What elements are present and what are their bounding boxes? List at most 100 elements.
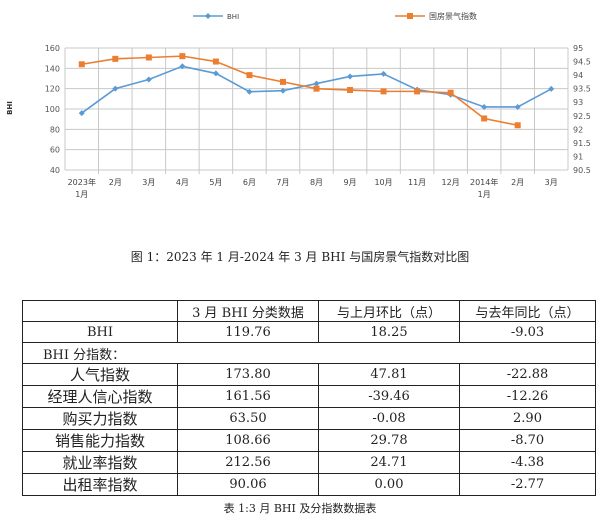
table-cell: -12.26 [459, 385, 596, 408]
header-cell: 与去年同比（点） [459, 300, 596, 322]
x-tick-label: 10月 [374, 178, 392, 187]
y2-tick-label: 95 [573, 44, 583, 53]
table-cell: 108.66 [177, 429, 319, 452]
data-point [548, 85, 555, 92]
table-section-row: BHI 分指数： [22, 342, 596, 364]
x-tick-label: 1月 [75, 190, 88, 199]
table-row: 销售能力指数 108.66 29.78 -8.70 [22, 429, 596, 452]
table-row: BHI 119.76 18.25 -9.03 [22, 321, 596, 343]
data-point [313, 80, 320, 87]
section-label: BHI 分指数： [22, 342, 596, 364]
table-cell: 人气指数 [22, 363, 178, 386]
figure-caption: 图 1：2023 年 1 月-2024 年 3 月 BHI 与国房景气指数对比图 [130, 250, 470, 264]
table-cell: 0.00 [318, 473, 460, 496]
y-tick-label: 80 [50, 125, 60, 134]
table-cell: -2.77 [459, 473, 596, 496]
x-tick-label: 1月 [478, 190, 491, 199]
table-row: 出租率指数 90.06 0.00 -2.77 [22, 473, 596, 496]
y-tick-label: 60 [50, 146, 60, 155]
table-header-row: 3 月 BHI 分类数据 与上月环比（点） 与去年同比（点） [22, 300, 596, 322]
legend-marker [407, 13, 413, 19]
table-cell: 29.78 [318, 429, 460, 452]
x-tick-label: 11月 [408, 178, 426, 187]
data-point [78, 110, 85, 117]
data-point [112, 85, 119, 92]
table-cell: 购买力指数 [22, 407, 178, 430]
table-row: 购买力指数 63.50 -0.08 2.90 [22, 407, 596, 430]
data-point [78, 61, 85, 68]
table-cell: 212.56 [177, 451, 319, 474]
x-tick-label: 3月 [545, 178, 558, 187]
y2-tick-label: 94 [573, 71, 583, 80]
table-caption: 表 1:3 月 BHI 及分指数数据表 [223, 502, 377, 515]
table-cell: -0.08 [318, 407, 460, 430]
table-cell: -39.46 [318, 385, 460, 408]
table-cell: -4.38 [459, 451, 596, 474]
table-cell: 就业率指数 [22, 451, 178, 474]
y2-tick-label: 91.5 [573, 139, 591, 148]
table-cell: 18.25 [318, 321, 460, 343]
table-cell: BHI [22, 321, 178, 343]
data-point [212, 58, 219, 65]
data-point [481, 103, 488, 110]
legend-label: BHI [227, 13, 239, 21]
table-cell: 173.80 [177, 363, 319, 386]
data-point [514, 103, 521, 110]
x-tick-label: 8月 [310, 178, 323, 187]
x-tick-label: 2月 [511, 178, 524, 187]
y2-tick-label: 91 [573, 152, 583, 161]
data-point [447, 89, 454, 96]
table-cell: 161.56 [177, 385, 319, 408]
data-point [212, 70, 219, 77]
table-cell: 出租率指数 [22, 473, 178, 496]
data-point [347, 87, 354, 94]
data-point [414, 88, 421, 95]
y-axis-label: BHI [6, 101, 14, 115]
data-point [179, 53, 186, 60]
table-cell: 47.81 [318, 363, 460, 386]
data-point [112, 55, 119, 62]
x-tick-label: 2014年 [470, 177, 498, 187]
y2-tick-label: 92 [573, 125, 583, 134]
legend-label: 国房景气指数 [429, 11, 477, 21]
data-point [179, 63, 186, 70]
y-tick-label: 160 [45, 44, 60, 53]
data-point [279, 87, 286, 94]
table-cell: -22.88 [459, 363, 596, 386]
header-cell: 与上月环比（点） [318, 300, 460, 322]
x-tick-label: 4月 [176, 178, 189, 187]
table-row: 人气指数 173.80 47.81 -22.88 [22, 363, 596, 386]
series-line-1 [81, 55, 518, 127]
x-tick-label: 2023年 [68, 177, 96, 187]
table-cell: 90.06 [177, 473, 319, 496]
table-row: 经理人信心指数 161.56 -39.46 -12.26 [22, 385, 596, 408]
x-tick-label: 9月 [343, 178, 356, 187]
legend-marker [205, 13, 211, 19]
y-tick-label: 140 [45, 64, 60, 73]
header-cell [22, 300, 178, 322]
table-cell: 2.90 [459, 407, 596, 430]
bhi-data-table: 3 月 BHI 分类数据 与上月环比（点） 与去年同比（点） BHI 119.7… [22, 300, 596, 496]
data-point [246, 88, 253, 95]
x-tick-label: 5月 [209, 178, 222, 187]
data-point [246, 72, 253, 79]
data-point [145, 76, 152, 83]
table-cell: 119.76 [177, 321, 319, 343]
data-point [380, 88, 387, 95]
y2-tick-label: 90.5 [573, 166, 591, 175]
table-cell: 24.71 [318, 451, 460, 474]
data-point [514, 122, 521, 129]
y2-tick-label: 94.5 [573, 58, 591, 67]
table-cell: -8.70 [459, 429, 596, 452]
x-tick-label: 7月 [276, 178, 289, 187]
data-point [145, 54, 152, 61]
bhi-comparison-chart: 40 60 80 100 120 140 160 90.5 91 91.5 92 92.5 93 93.5… [6, 11, 591, 199]
y2-tick-label: 92.5 [573, 112, 591, 121]
y2-tick-label: 93.5 [573, 85, 591, 94]
x-tick-label: 12月 [442, 178, 460, 187]
x-tick-label: 3月 [142, 178, 155, 187]
y-tick-label: 120 [45, 85, 60, 94]
data-point [481, 115, 488, 122]
x-tick-label: 6月 [243, 178, 256, 187]
